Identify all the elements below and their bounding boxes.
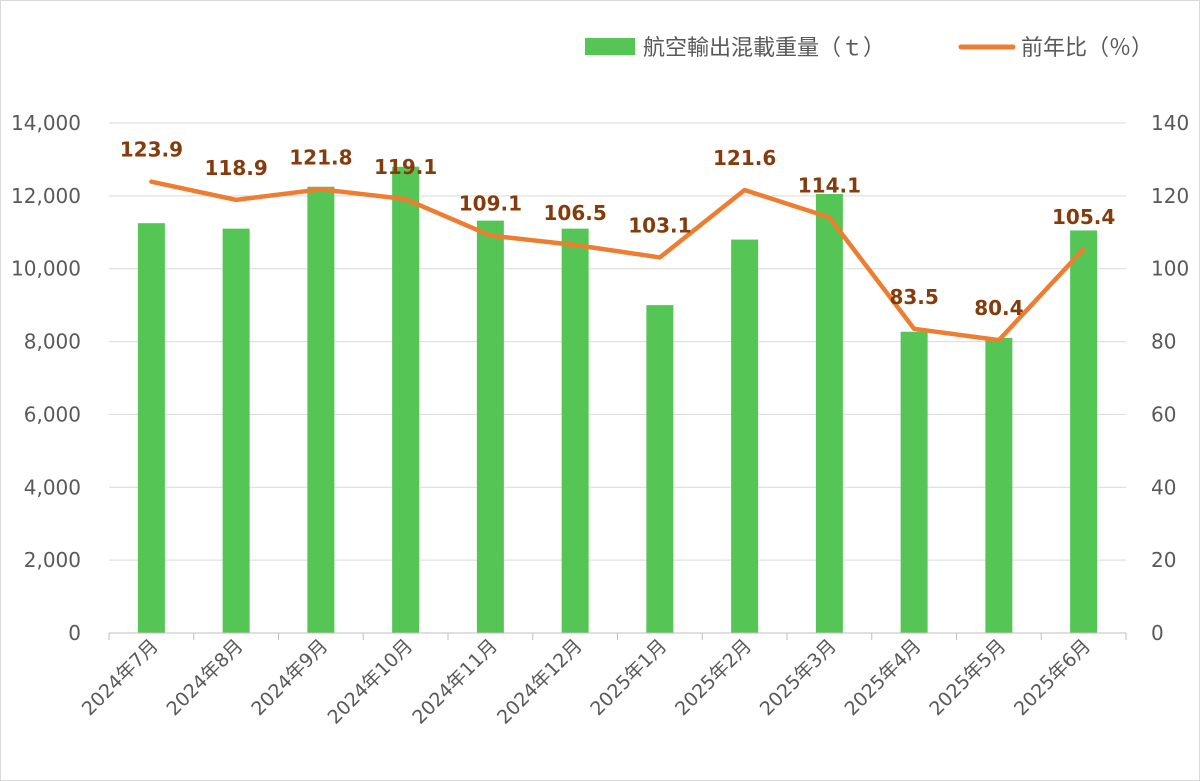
y-left-tick-label: 12,000 [11, 184, 81, 208]
x-tick-label: 2025年2月 [671, 635, 756, 720]
bar [222, 228, 250, 633]
y-right-tick-label: 60 [1151, 402, 1176, 426]
y-left-tick-label: 4,000 [24, 475, 81, 499]
bar [561, 228, 589, 633]
y-left-tick-label: 8,000 [24, 330, 81, 354]
bar [137, 223, 165, 633]
x-tick-label: 2024年10月 [323, 635, 417, 729]
data-label: 121.6 [713, 146, 776, 170]
data-label: 83.5 [889, 285, 938, 309]
y-left-tick-label: 10,000 [11, 257, 81, 281]
x-tick-label: 2024年7月 [78, 635, 163, 720]
data-label: 121.8 [289, 145, 352, 169]
y-right-tick-label: 80 [1151, 330, 1176, 354]
data-label: 123.9 [120, 138, 183, 162]
x-tick-label: 2025年1月 [586, 635, 671, 720]
bar [731, 239, 759, 634]
y-axis-right: 0 20 40 60 80 100 120 140 [1151, 111, 1189, 645]
y-left-tick-label: 6,000 [24, 402, 81, 426]
data-label: 109.1 [459, 192, 522, 216]
y-axis-left: 0 2,000 4,000 6,000 8,000 10,000 12,000 14,000 [11, 111, 81, 645]
y-right-tick-label: 40 [1151, 475, 1176, 499]
data-label: 118.9 [204, 156, 267, 180]
legend-label-bar: 航空輸出混載重量（ｔ） [643, 36, 885, 61]
x-tick-label: 2024年8月 [162, 635, 247, 720]
bar [646, 305, 674, 633]
legend-label-line: 前年比（％） [1021, 36, 1153, 61]
y-right-tick-label: 20 [1151, 548, 1176, 572]
data-label: 80.4 [974, 296, 1023, 320]
x-tick-label: 2024年11月 [408, 635, 502, 729]
data-label: 119.1 [374, 155, 437, 179]
data-label: 105.4 [1052, 205, 1115, 229]
y-right-tick-label: 100 [1151, 257, 1189, 281]
bar [476, 220, 504, 633]
data-label: 114.1 [798, 173, 861, 197]
data-labels: 123.9 118.9 121.8 119.1 109.1 106.5 103.1 121.6… [120, 138, 1116, 320]
legend: 航空輸出混載重量（ｔ） 前年比（％） [585, 36, 1153, 61]
bar [815, 194, 843, 634]
bar [1070, 230, 1098, 633]
data-label: 106.5 [543, 201, 606, 225]
x-tick-label: 2025年6月 [1010, 635, 1095, 720]
legend-swatch-bar [585, 38, 635, 55]
bar [392, 166, 420, 633]
bar [900, 331, 928, 633]
x-tick-label: 2024年12月 [493, 635, 587, 729]
x-axis: 2024年7月 2024年8月 2024年9月2024年10月2024年11月202… [78, 632, 1127, 729]
line-series [149, 179, 1086, 343]
y-left-tick-label: 14,000 [11, 111, 81, 135]
y-right-tick-label: 0 [1151, 621, 1164, 645]
gridlines [109, 122, 1126, 561]
y-left-tick-label: 0 [68, 621, 81, 645]
bar [985, 337, 1013, 633]
data-label: 103.1 [628, 213, 691, 237]
bar-series [137, 166, 1098, 634]
x-tick-label: 2025年5月 [925, 635, 1010, 720]
line-series-path [149, 179, 1086, 343]
y-right-tick-label: 140 [1151, 111, 1189, 135]
x-tick-label: 2025年3月 [756, 635, 841, 720]
y-right-tick-label: 120 [1151, 184, 1189, 208]
bar [307, 186, 335, 633]
x-tick-label: 2024年9月 [247, 635, 332, 720]
x-tick-label: 2025年4月 [840, 635, 925, 720]
y-left-tick-label: 2,000 [24, 548, 81, 572]
